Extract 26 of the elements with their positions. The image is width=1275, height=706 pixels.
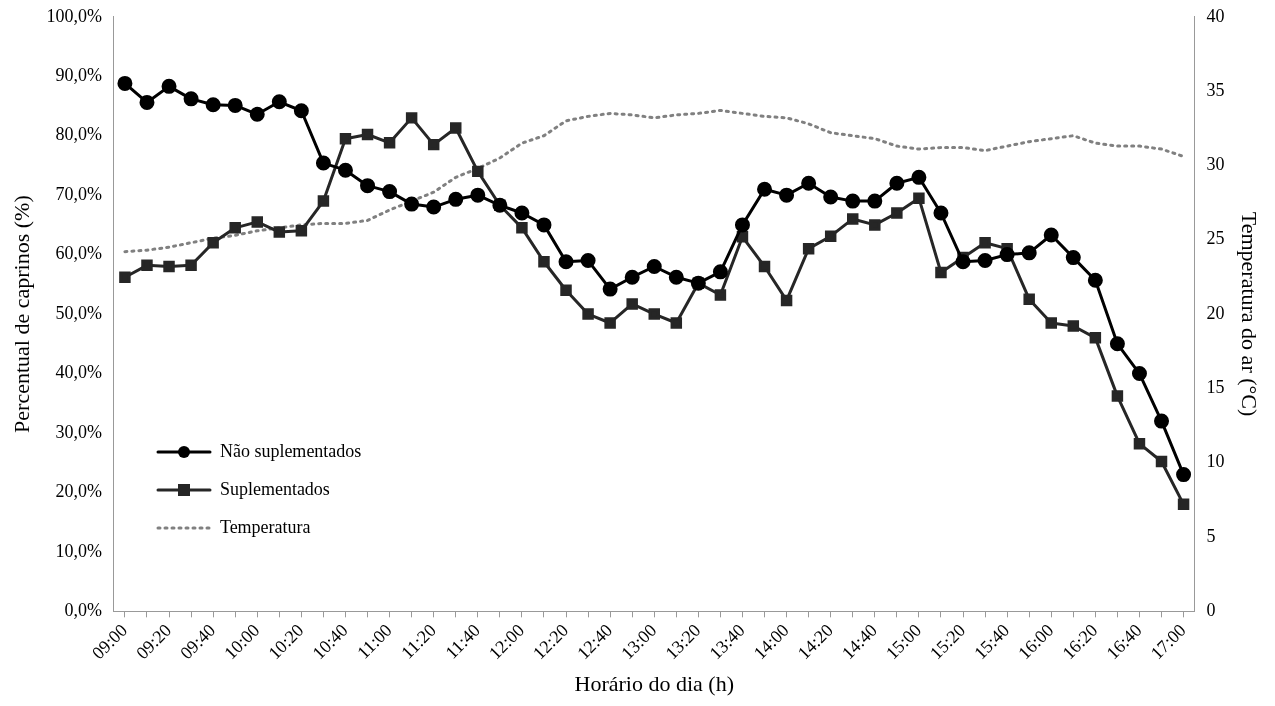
y2-tick-label: 10 bbox=[1206, 451, 1225, 472]
y2-tick-label: 35 bbox=[1206, 79, 1225, 100]
y-axis-title: Percentual de caprinos (%) bbox=[8, 195, 34, 433]
y-tick-label: 0,0% bbox=[64, 600, 102, 621]
y-tick-label: 20,0% bbox=[55, 481, 102, 502]
y-tick-label: 60,0% bbox=[55, 243, 102, 264]
y2-tick-label: 5 bbox=[1206, 525, 1216, 546]
legend-label: Temperatura bbox=[219, 517, 311, 539]
y-tick-label: 90,0% bbox=[55, 64, 102, 85]
y2-tick-label: 15 bbox=[1206, 377, 1225, 398]
y-tick-label: 10,0% bbox=[55, 540, 102, 561]
y2-tick-label: 25 bbox=[1206, 228, 1225, 249]
y-tick-label: 80,0% bbox=[55, 124, 102, 145]
y2-tick-label: 0 bbox=[1206, 600, 1216, 621]
y-tick-label: 70,0% bbox=[55, 183, 102, 204]
legend-label: Suplementados bbox=[219, 479, 330, 501]
y-tick-label: 100,0% bbox=[46, 5, 102, 26]
y2-tick-label: 20 bbox=[1206, 302, 1225, 323]
y2-tick-label: 40 bbox=[1206, 5, 1225, 26]
x-axis-title: Horário do dia (h) bbox=[574, 670, 734, 696]
y-tick-label: 50,0% bbox=[55, 302, 102, 323]
y-tick-label: 40,0% bbox=[55, 362, 102, 383]
y2-tick-label: 30 bbox=[1206, 154, 1225, 175]
y2-axis-title: Temperatura do ar (°C) bbox=[1237, 211, 1263, 417]
y-tick-label: 30,0% bbox=[55, 421, 102, 442]
legend-label: Não suplementados bbox=[219, 441, 362, 463]
